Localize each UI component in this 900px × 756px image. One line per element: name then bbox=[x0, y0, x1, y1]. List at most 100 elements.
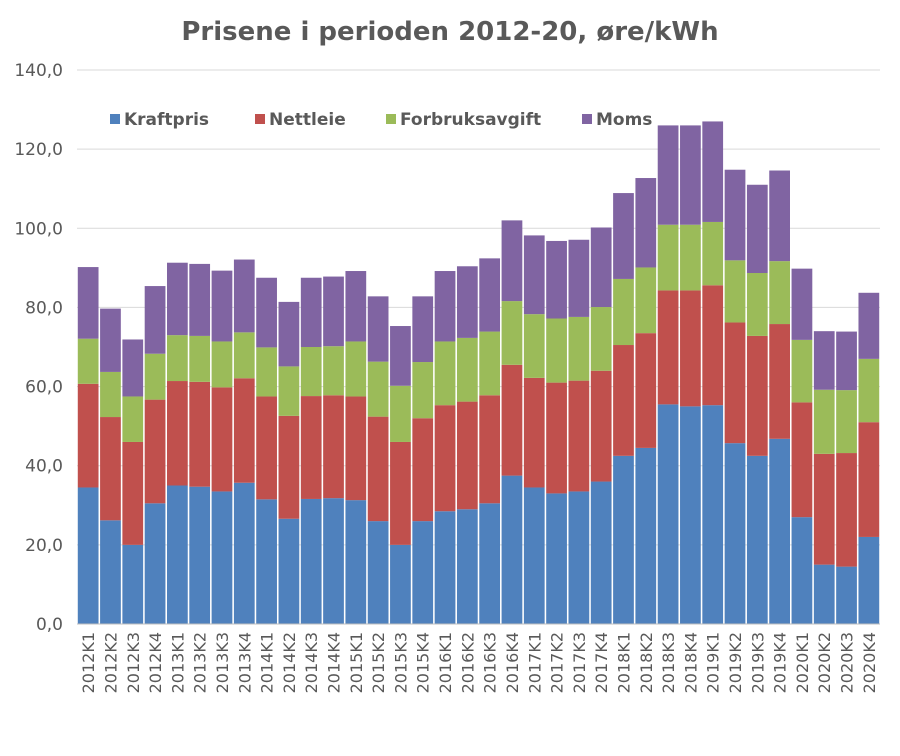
bar-moms-2012k2 bbox=[100, 308, 121, 372]
bar-moms-2016k1 bbox=[434, 271, 456, 342]
x-tick-label: 2013K1 bbox=[168, 632, 187, 693]
bar-kraftpris-2012k1 bbox=[77, 487, 99, 624]
x-tick-label: 2019K2 bbox=[726, 632, 745, 693]
bar-forbruksavgift-2012k3 bbox=[122, 396, 144, 442]
bar-kraftpris-2014k1 bbox=[256, 499, 277, 624]
bar-kraftpris-2019k3 bbox=[746, 455, 768, 624]
x-tick-label: 2012K3 bbox=[124, 632, 143, 693]
bar-forbruksavgift-2012k1 bbox=[77, 338, 99, 384]
y-axis-ticks: 0,0 20,0 40,0 60,0 80,0 100,0 120,0 140,0 bbox=[14, 61, 63, 635]
bar-kraftpris-2020k3 bbox=[836, 566, 857, 624]
chart-title: Prisene i perioden 2012-20, øre/kWh bbox=[181, 17, 718, 47]
x-tick-label: 2015K3 bbox=[391, 632, 410, 693]
bar-moms-2018k1 bbox=[613, 193, 634, 279]
bar-kraftpris-2016k4 bbox=[501, 475, 523, 624]
bar-forbruksavgift-2016k4 bbox=[501, 301, 523, 365]
bar-nettleie-2020k3 bbox=[836, 453, 857, 567]
bar-moms-2013k4 bbox=[233, 259, 255, 333]
bar-moms-2016k3 bbox=[479, 258, 501, 332]
bar-moms-2013k3 bbox=[211, 270, 233, 342]
y-tick-label: 120,0 bbox=[14, 140, 63, 160]
bar-forbruksavgift-2020k4 bbox=[858, 358, 880, 423]
bar-moms-2014k3 bbox=[300, 277, 322, 347]
bar-nettleie-2015k4 bbox=[412, 418, 434, 522]
bar-moms-2016k2 bbox=[456, 266, 478, 338]
y-tick-label: 100,0 bbox=[14, 219, 63, 239]
bar-kraftpris-2012k2 bbox=[100, 520, 121, 624]
y-tick-label: 20,0 bbox=[25, 536, 63, 556]
bar-nettleie-2016k4 bbox=[501, 364, 523, 476]
x-tick-label: 2016K4 bbox=[503, 632, 522, 693]
legend-swatch-moms bbox=[582, 114, 592, 124]
bar-forbruksavgift-2013k4 bbox=[233, 332, 255, 379]
bar-moms-2017k1 bbox=[523, 235, 545, 315]
x-tick-label: 2018K4 bbox=[681, 632, 700, 693]
x-tick-label: 2014K4 bbox=[325, 632, 344, 693]
bar-moms-2019k4 bbox=[769, 170, 790, 262]
bar-forbruksavgift-2012k4 bbox=[144, 353, 166, 400]
bar-nettleie-2012k3 bbox=[122, 441, 144, 545]
y-tick-label: 40,0 bbox=[25, 457, 63, 477]
bar-forbruksavgift-2014k2 bbox=[278, 366, 300, 416]
bar-nettleie-2016k1 bbox=[434, 405, 456, 512]
x-tick-label: 2014K3 bbox=[302, 632, 321, 693]
legend-swatch-kraftpris bbox=[110, 114, 120, 124]
bar-moms-2014k2 bbox=[278, 301, 300, 367]
bar-moms-2017k4 bbox=[590, 227, 612, 308]
x-tick-label: 2020K2 bbox=[815, 632, 834, 693]
bar-nettleie-2019k1 bbox=[702, 285, 724, 406]
x-tick-label: 2017K2 bbox=[548, 632, 567, 693]
bar-kraftpris-2017k1 bbox=[523, 487, 545, 624]
x-tick-label: 2013K2 bbox=[191, 632, 210, 693]
bar-forbruksavgift-2016k1 bbox=[434, 341, 456, 406]
bar-moms-2018k3 bbox=[657, 125, 679, 225]
bar-forbruksavgift-2019k3 bbox=[746, 273, 768, 336]
bar-nettleie-2018k4 bbox=[680, 290, 701, 407]
bar-kraftpris-2020k2 bbox=[813, 564, 835, 624]
x-tick-label: 2015K2 bbox=[369, 632, 388, 693]
bar-nettleie-2013k1 bbox=[167, 381, 188, 486]
bar-forbruksavgift-2020k2 bbox=[813, 389, 835, 454]
bar-forbruksavgift-2019k2 bbox=[724, 260, 746, 323]
x-tick-label: 2013K4 bbox=[235, 632, 254, 693]
bar-nettleie-2014k3 bbox=[300, 396, 322, 499]
bar-nettleie-2018k2 bbox=[635, 333, 657, 448]
bar-forbruksavgift-2017k1 bbox=[523, 314, 545, 378]
bar-forbruksavgift-2013k2 bbox=[189, 335, 211, 382]
bar-kraftpris-2015k3 bbox=[390, 544, 411, 624]
bar-nettleie-2017k1 bbox=[523, 377, 545, 488]
bar-forbruksavgift-2019k1 bbox=[702, 221, 724, 286]
bar-kraftpris-2018k4 bbox=[680, 406, 701, 624]
bar-moms-2019k2 bbox=[724, 169, 746, 261]
x-tick-label: 2018K2 bbox=[637, 632, 656, 693]
bar-moms-2014k1 bbox=[256, 277, 277, 348]
x-tick-label: 2015K1 bbox=[347, 632, 366, 693]
bar-kraftpris-2020k1 bbox=[791, 517, 813, 624]
x-tick-label: 2019K4 bbox=[771, 632, 790, 693]
bar-moms-2016k4 bbox=[501, 220, 523, 302]
bar-nettleie-2019k2 bbox=[724, 322, 746, 444]
bars bbox=[77, 121, 880, 624]
bar-moms-2013k1 bbox=[167, 262, 188, 336]
bar-kraftpris-2015k2 bbox=[367, 521, 389, 624]
bar-nettleie-2016k2 bbox=[456, 401, 478, 510]
gridlines bbox=[77, 69, 880, 546]
bar-kraftpris-2015k1 bbox=[345, 500, 367, 624]
x-tick-label: 2014K1 bbox=[258, 632, 277, 693]
bar-kraftpris-2020k4 bbox=[858, 536, 880, 624]
bar-nettleie-2020k4 bbox=[858, 422, 880, 537]
bar-forbruksavgift-2019k4 bbox=[769, 261, 790, 325]
bar-nettleie-2020k1 bbox=[791, 402, 813, 518]
legend-swatch-nettleie bbox=[255, 114, 265, 124]
legend-label-kraftpris: Kraftpris bbox=[124, 110, 209, 130]
bar-nettleie-2015k1 bbox=[345, 396, 367, 501]
bar-kraftpris-2017k2 bbox=[546, 493, 567, 624]
bar-forbruksavgift-2012k2 bbox=[100, 371, 121, 418]
bar-moms-2012k3 bbox=[122, 339, 144, 397]
bar-moms-2017k3 bbox=[568, 239, 590, 317]
bar-forbruksavgift-2017k2 bbox=[546, 318, 567, 383]
bar-kraftpris-2019k2 bbox=[724, 443, 746, 624]
bar-kraftpris-2019k1 bbox=[702, 405, 724, 624]
bar-kraftpris-2017k3 bbox=[568, 491, 590, 624]
x-tick-label: 2016K3 bbox=[481, 632, 500, 693]
